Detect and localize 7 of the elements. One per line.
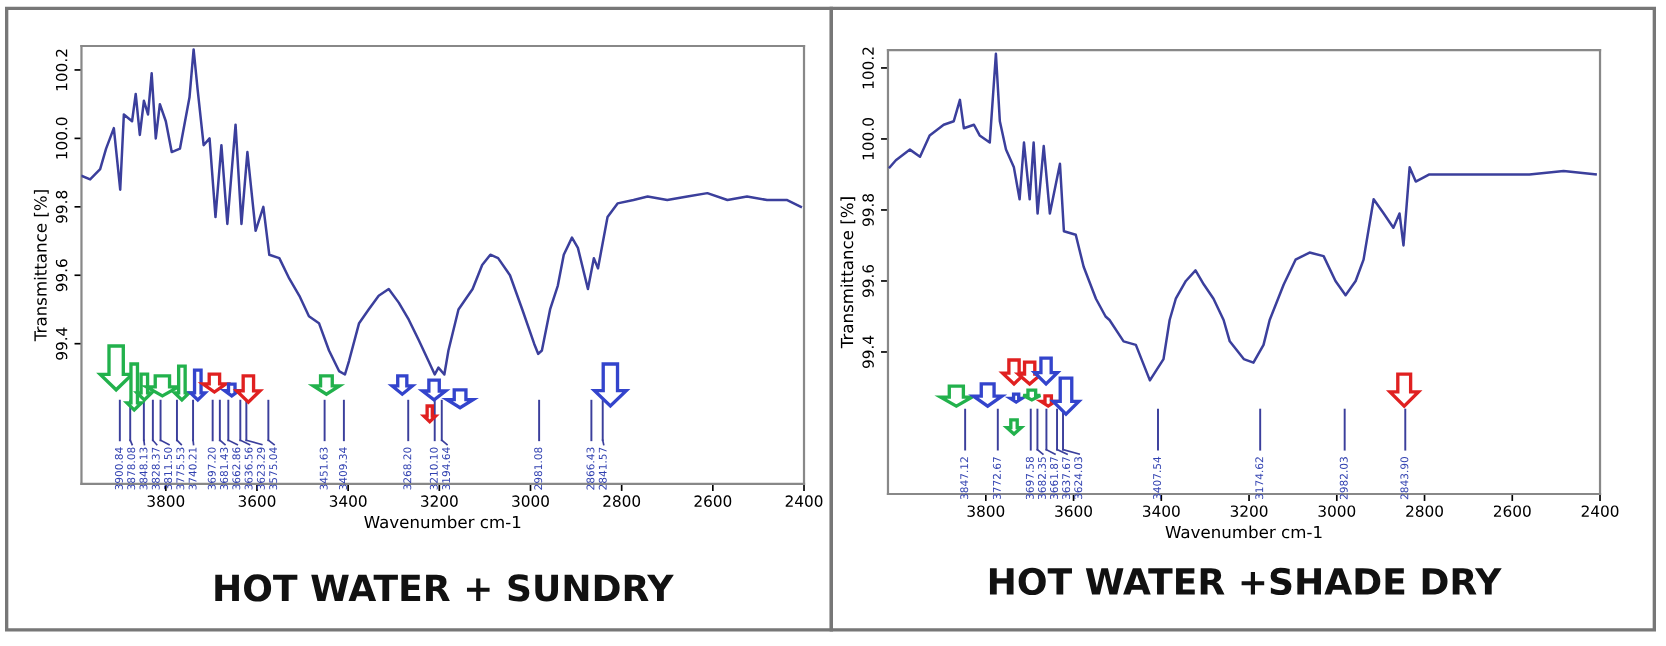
line-series <box>888 52 1597 382</box>
y-axis-title: Transmittance [%] <box>840 197 856 349</box>
x-axis-title: Wavenumber cm-1 <box>1165 525 1322 539</box>
text: HOT WATER +SHADE DRY <box>989 567 1502 596</box>
y-axis-title: Transmittance [%] <box>33 190 49 342</box>
x-axis-title: Wavenumber cm-1 <box>364 515 521 529</box>
text: HOT WATER + SUNDRY <box>215 574 674 602</box>
